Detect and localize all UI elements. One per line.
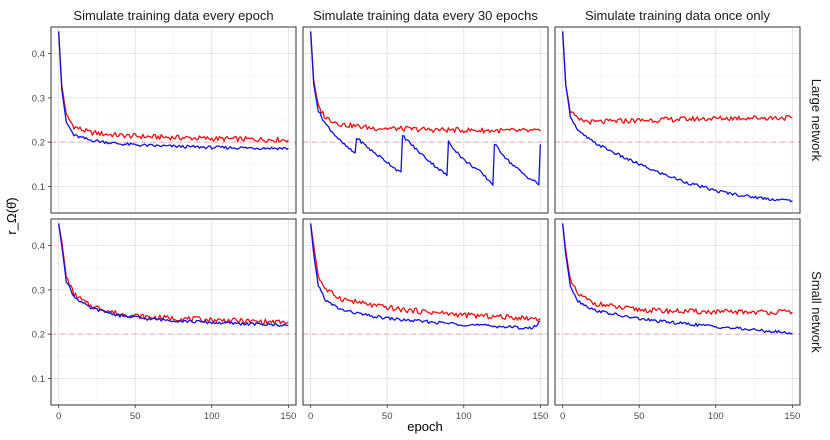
series-line-blue [58, 31, 289, 151]
x-tick-label: 150 [280, 411, 296, 422]
series-line-red [310, 31, 541, 134]
x-tick-label: 0 [560, 411, 565, 422]
y-tick-label: 0.4 [32, 241, 45, 252]
panel-border [50, 26, 297, 214]
x-axis-title: epoch [407, 419, 442, 434]
facet-panel: 0.1 0.2 0.3 0.4 [32, 26, 297, 214]
series-line-blue [562, 223, 793, 335]
column-strip: Simulate training data once only [585, 8, 771, 23]
y-tick-label: 0.4 [32, 49, 45, 60]
x-tick-label: 150 [784, 411, 800, 422]
column-strip-label: Simulate training data every epoch [73, 8, 273, 23]
y-tick-label: 0.3 [32, 285, 45, 296]
series-line-blue [562, 31, 793, 203]
panel-border [302, 26, 549, 214]
facet-panel: 0 50 100 150 [302, 218, 549, 422]
facet-panel [302, 26, 549, 214]
row-strip-label: Large network [809, 79, 824, 162]
x-tick-label: 50 [382, 411, 393, 422]
y-tick-label: 0.3 [32, 93, 45, 104]
x-tick-label: 0 [56, 411, 61, 422]
x-tick-label: 100 [708, 411, 724, 422]
column-strip: Simulate training data every epoch [73, 8, 273, 23]
panel-border [302, 218, 549, 406]
panel-border [554, 26, 801, 214]
series-line-red [562, 223, 793, 316]
series-line-blue [310, 31, 541, 186]
y-tick-label: 0.2 [32, 138, 45, 149]
x-tick-label: 50 [130, 411, 141, 422]
series-line-red [562, 31, 793, 125]
series-line-red [310, 223, 541, 322]
panel-border [50, 218, 297, 406]
x-tick-label: 150 [532, 411, 548, 422]
x-tick-label: 100 [204, 411, 220, 422]
series-line-red [58, 223, 289, 326]
x-tick-label: 50 [634, 411, 645, 422]
y-tick-label: 0.1 [32, 182, 45, 193]
column-strip-label: Simulate training data once only [585, 8, 771, 23]
y-tick-label: 0.1 [32, 374, 45, 385]
row-strip-label: Small network [809, 271, 824, 353]
series-line-blue [58, 223, 289, 327]
y-tick-label: 0.2 [32, 330, 45, 341]
x-tick-label: 0 [308, 411, 313, 422]
row-strip: Small network [809, 271, 824, 353]
facet-panel: 0.1 0.2 0.3 0.4 0 50 100 150 [32, 218, 297, 422]
row-strip: Large network [809, 79, 824, 162]
series-line-red [58, 31, 289, 143]
facet-panel: 0 50 100 150 [554, 218, 801, 422]
column-strip: Simulate training data every 30 epochs [313, 8, 538, 23]
y-axis-title: r_Ω(θ̂) [4, 197, 19, 234]
series-line-blue [310, 223, 541, 330]
panel-border [554, 218, 801, 406]
column-strip-label: Simulate training data every 30 epochs [313, 8, 538, 23]
x-tick-label: 100 [456, 411, 472, 422]
facet-panel [554, 26, 801, 214]
